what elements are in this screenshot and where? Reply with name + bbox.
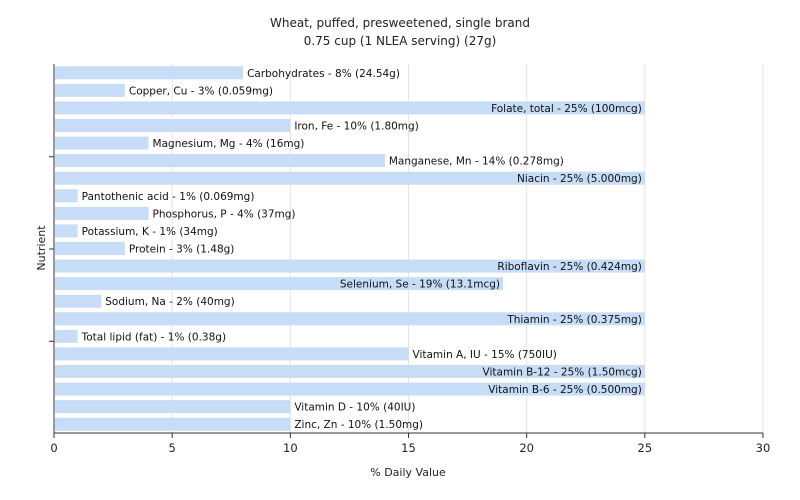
bar — [55, 364, 645, 379]
bar-label: Thiamin - 25% (0.375mg) — [506, 314, 642, 326]
bar-label: Vitamin B-12 - 25% (1.50mcg) — [483, 367, 642, 379]
bar — [55, 171, 645, 185]
bar-label: Phosphorus, P - 4% (37mg) — [153, 208, 296, 220]
x-tick-label: 0 — [50, 441, 57, 455]
bar-label: Manganese, Mn - 14% (0.278mg) — [389, 156, 564, 168]
bar — [55, 329, 78, 343]
bar — [55, 206, 149, 220]
bar-label: Iron, Fe - 10% (1.80mg) — [294, 121, 418, 133]
bar-label: Total lipid (fat) - 1% (0.38g) — [81, 331, 226, 343]
bar-label: Vitamin A, IU - 15% (750IU) — [413, 349, 557, 361]
bar — [55, 101, 645, 115]
bar — [55, 189, 78, 203]
bar — [55, 382, 645, 396]
bar-label: Vitamin D - 10% (40IU) — [294, 402, 415, 414]
x-tick-label: 25 — [638, 441, 653, 455]
bar-label: Riboflavin - 25% (0.424mg) — [497, 261, 641, 273]
x-tick-label: 5 — [169, 441, 176, 455]
bar-label: Selenium, Se - 19% (13.1mcg) — [340, 279, 500, 291]
bar — [55, 347, 409, 361]
bar — [55, 136, 149, 150]
bar-label: Niacin - 25% (5.000mg) — [517, 173, 642, 185]
bar — [55, 154, 385, 168]
bar — [55, 118, 291, 133]
bar — [55, 241, 125, 256]
bar — [55, 66, 244, 80]
bar-label: Zinc, Zn - 10% (1.50mg) — [294, 419, 423, 431]
bar — [55, 83, 125, 97]
bar — [55, 224, 78, 238]
x-tick-label: 20 — [519, 441, 534, 455]
bar-label: Vitamin B-6 - 25% (0.500mg) — [488, 384, 642, 396]
bar-label: Protein - 3% (1.48g) — [129, 244, 235, 256]
axes: 0 5 10 15 20 25 30 — [49, 64, 770, 455]
chart-subtitle: 0.75 cup (1 NLEA serving) (27g) — [304, 34, 497, 48]
bar — [55, 277, 504, 291]
bar-label: Copper, Cu - 3% (0.059mg) — [129, 85, 273, 97]
bar-label: Carbohydrates - 8% (24.54g) — [247, 68, 400, 80]
x-tick-label: 15 — [401, 441, 416, 455]
chart-title: Wheat, puffed, presweetened, single bran… — [270, 16, 530, 30]
x-tick-label: 10 — [283, 441, 298, 455]
bar — [55, 294, 102, 308]
x-tick-label: 30 — [756, 441, 771, 455]
bar-label: Folate, total - 25% (100mcg) — [491, 103, 642, 115]
bar-label: Pantothenic acid - 1% (0.069mg) — [82, 191, 255, 203]
bars: Carbohydrates - 8% (24.54g) Copper, Cu - … — [55, 66, 645, 431]
x-axis-label: % Daily Value — [370, 466, 446, 479]
bar — [55, 400, 291, 414]
bar — [55, 417, 291, 431]
bar-label: Potassium, K - 1% (34mg) — [82, 226, 218, 238]
y-axis-label: Nutrient — [35, 225, 48, 271]
bar — [55, 312, 645, 326]
bar-label: Sodium, Na - 2% (40mg) — [105, 296, 234, 308]
bar-label: Magnesium, Mg - 4% (16mg) — [153, 138, 305, 150]
bar — [55, 259, 645, 273]
